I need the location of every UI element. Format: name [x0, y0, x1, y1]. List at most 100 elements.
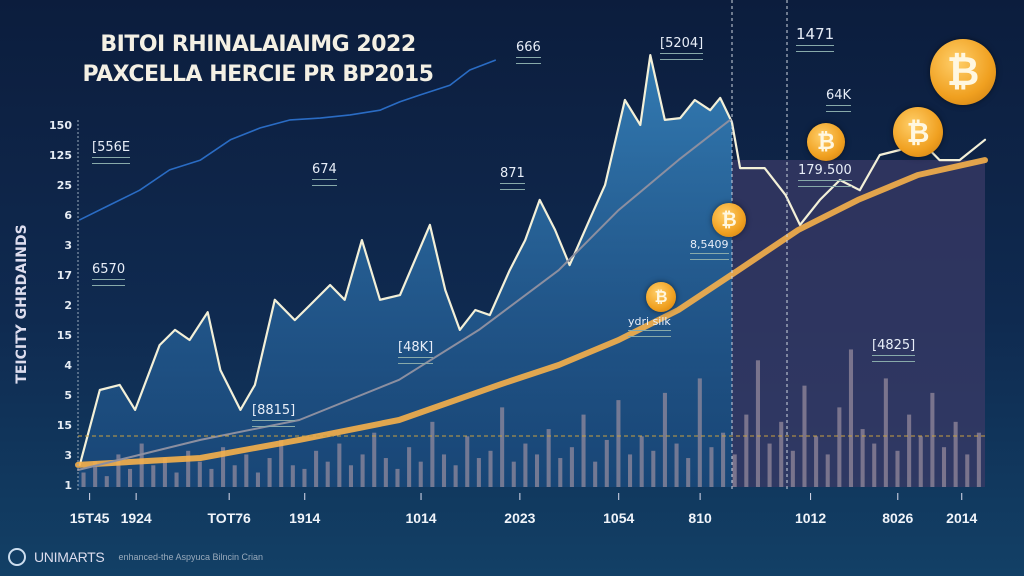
- x-tick-label: TOT76: [208, 510, 252, 526]
- volume-bar: [255, 472, 260, 487]
- volume-bar: [628, 454, 633, 487]
- brand-name: UNIMARTS: [34, 549, 105, 565]
- volume-bar: [837, 407, 842, 487]
- volume-bar: [511, 461, 516, 487]
- price-area: [78, 55, 732, 487]
- x-tick-label: 2023: [504, 510, 535, 526]
- volume-bar: [186, 450, 191, 487]
- y-tick-label: 1: [64, 479, 72, 492]
- volume-bar: [116, 454, 121, 487]
- volume-bar: [151, 465, 156, 487]
- bitcoin-coin-icon: ₿: [646, 282, 676, 312]
- volume-bar: [465, 436, 470, 487]
- y-tick-label: 150: [49, 119, 72, 132]
- x-tick-label: 1014: [405, 510, 436, 526]
- y-tick-label: 5: [64, 389, 72, 402]
- price-line: [78, 53, 987, 466]
- volume-bar: [430, 421, 435, 487]
- volume-bar: [244, 454, 249, 487]
- chart-title: BITOI RHINALAIAIMG 2022 PAXCELLA HERCIE …: [78, 30, 438, 90]
- volume-bar: [453, 465, 458, 487]
- y-tick-label: 15: [57, 419, 72, 432]
- volume-bar: [872, 443, 877, 487]
- volume-bar: [523, 443, 528, 487]
- right-panel: [732, 160, 985, 487]
- volume-bar: [162, 458, 167, 487]
- volume-bar: [569, 447, 574, 487]
- annotation: [4825]: [872, 338, 915, 362]
- x-tick-label: 1924: [121, 510, 152, 526]
- volume-bar: [360, 454, 365, 487]
- volume-bar: [825, 454, 830, 487]
- x-tick-label: 1914: [289, 510, 320, 526]
- volume-bar: [604, 439, 609, 487]
- volume-bar: [639, 436, 644, 487]
- volume-bar: [779, 421, 784, 487]
- volume-bar: [546, 429, 551, 487]
- volume-bar: [721, 432, 726, 487]
- volume-bar: [337, 443, 342, 487]
- annotation: ydri silk: [628, 315, 671, 337]
- volume-bar: [581, 414, 586, 487]
- annotation: 179.500: [798, 163, 852, 187]
- title-line-1: BITOI RHINALAIAIMG 2022: [100, 32, 416, 57]
- volume-bar: [197, 461, 202, 487]
- x-tick-label: 8026: [882, 510, 913, 526]
- y-tick-label: 125: [49, 149, 72, 162]
- volume-bar: [104, 476, 109, 487]
- volume-bar: [616, 400, 621, 487]
- volume-bar: [732, 454, 737, 487]
- volume-bar: [895, 450, 900, 487]
- annotation: 674: [312, 162, 337, 186]
- volume-bar: [279, 439, 284, 487]
- secondary-line: [77, 118, 732, 471]
- y-tick-label: 25: [57, 179, 72, 192]
- annotation: 666: [516, 40, 541, 64]
- volume-bar: [232, 465, 237, 487]
- volume-bar: [488, 450, 493, 487]
- volume-bar: [802, 385, 807, 487]
- volume-bar: [686, 458, 691, 487]
- volume-bar: [755, 360, 760, 487]
- annotation: 6570: [92, 262, 125, 286]
- volume-bar: [302, 468, 307, 487]
- volume-bar: [267, 458, 272, 487]
- volume-bar: [500, 407, 505, 487]
- volume-bar: [209, 468, 214, 487]
- brand-logo-icon: [8, 548, 26, 566]
- bitcoin-coin-icon: ₿: [893, 107, 943, 157]
- volume-bar: [593, 461, 598, 487]
- bitcoin-coin-icon: ₿: [712, 203, 746, 237]
- volume-bar: [418, 461, 423, 487]
- volume-bar: [93, 461, 98, 487]
- volume-bar: [476, 458, 481, 487]
- volume-bar: [81, 472, 86, 487]
- volume-bar: [674, 443, 679, 487]
- volume-bar: [790, 450, 795, 487]
- x-tick-label: 15T45: [70, 510, 110, 526]
- volume-bar: [395, 468, 400, 487]
- y-tick-label: 15: [57, 329, 72, 342]
- annotation: 1471: [796, 25, 834, 52]
- volume-bar: [174, 472, 179, 487]
- y-tick-label: 6: [64, 209, 72, 222]
- volume-bar: [441, 454, 447, 487]
- annotation: [5204]: [660, 36, 703, 60]
- volume-bar: [534, 454, 540, 487]
- volume-bar: [314, 450, 319, 487]
- volume-bar: [767, 443, 772, 487]
- volume-bar: [372, 432, 377, 487]
- y-tick-label: 2: [64, 299, 72, 312]
- volume-bar: [139, 443, 144, 487]
- volume-bar: [325, 461, 330, 487]
- volume-bar: [662, 392, 667, 487]
- volume-bar: [965, 454, 970, 487]
- title-line-2: PAXCELLA HERCIE PR BP2015: [82, 62, 434, 87]
- x-tick-label: 2014: [946, 510, 977, 526]
- tagline: enhanced-the Aspyuca Bilncin Crian: [118, 552, 264, 562]
- x-tick-label: 1012: [795, 510, 826, 526]
- volume-bar: [860, 429, 865, 487]
- volume-bar: [651, 450, 656, 487]
- bitcoin-coin-icon: ₿: [807, 123, 845, 161]
